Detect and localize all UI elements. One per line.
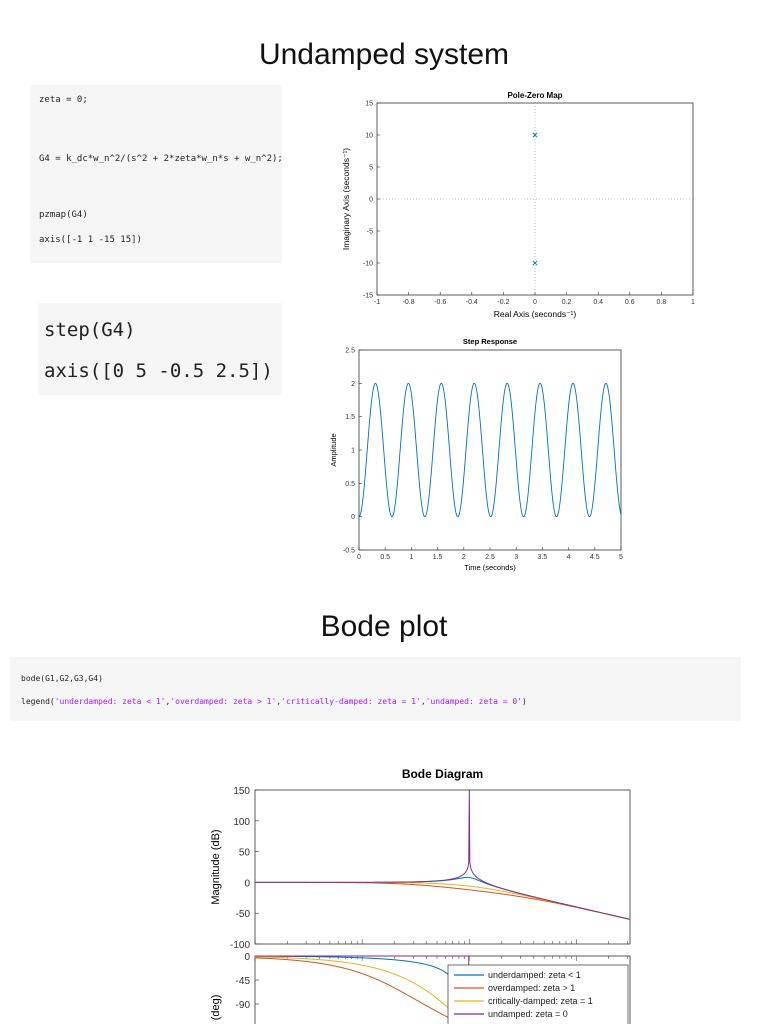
y-tick-label: 1	[351, 448, 355, 455]
phase-y-tick-label: -90	[236, 1000, 251, 1011]
x-tick-label: 1	[409, 554, 413, 561]
mag-y-tick-label: 0	[244, 878, 250, 889]
step-response-line	[358, 382, 622, 518]
section-title-undamped: Undamped system	[258, 38, 510, 71]
x-axis-label: Time (seconds)	[464, 563, 516, 572]
x-tick-label: -1	[374, 299, 380, 306]
bode-diagram-chart: Bode Diagram150100500-50-1000-45-90Magni…	[210, 767, 631, 1024]
x-tick-label: 3.5	[538, 554, 548, 561]
pole-marker	[532, 260, 538, 266]
legend-sep: ,	[165, 697, 171, 706]
x-tick-label: -0.8	[403, 299, 415, 306]
y-tick-label: -15	[363, 293, 373, 300]
x-tick-label: 2.5	[485, 554, 495, 561]
x-tick-label: 3	[514, 554, 518, 561]
code-line-step: step(G4)	[44, 319, 136, 341]
code-line-bode: bode(G1,G2,G3,G4)	[21, 674, 103, 683]
code-line-step-axis: axis([0 5 -0.5 2.5])	[44, 360, 273, 382]
x-tick-label: 0.8	[657, 299, 667, 306]
x-tick-label: 0	[533, 299, 537, 306]
legend-entry: critically-damped: zeta = 1	[488, 996, 593, 1006]
legend-sep: ,	[276, 697, 282, 706]
x-tick-label: -0.2	[497, 299, 509, 306]
legend-close: )	[521, 697, 527, 706]
y-tick-label: 0	[351, 514, 355, 521]
x-tick-label: 0.4	[593, 299, 603, 306]
x-tick-label: -0.6	[434, 299, 446, 306]
pole-zero-map-chart: -1 -0.8 -0.6 -0.4 -0.2 0 0.2 0.4 0.6 0.8 1 15 10 5 0 -5…	[341, 91, 695, 319]
code-block-bode: bode(G1,G2,G3,G4) legend('underdamped: z…	[10, 657, 741, 721]
pole-marker-stroke	[532, 260, 538, 266]
legend-arg-undamped: 'undamped: zeta = 0'	[425, 697, 522, 706]
x-tick-label: 0.6	[625, 299, 635, 306]
x-tick-label: 0.5	[380, 554, 390, 561]
legend-entry: overdamped: zeta > 1	[488, 983, 575, 993]
x-tick-label: 0	[357, 554, 361, 561]
mag-y-tick-label: -100	[230, 940, 250, 951]
phase-axis-label: e (deg)	[210, 995, 222, 1024]
step-response-chart: 0 0.5 1 1.5 2 2.5 3 3.5 4 4.5 52.521.510.50-0.5Ste…	[329, 337, 623, 572]
code-line-axis: axis([-1 1 -15 15])	[39, 235, 142, 245]
x-tick-label: 5	[619, 554, 623, 561]
plot-frame	[358, 349, 622, 551]
legend-arg-overdamped: 'overdamped: zeta > 1'	[170, 697, 277, 706]
mag-y-tick-label: -50	[236, 909, 251, 920]
x-tick-label: 2	[462, 554, 466, 561]
phase-line	[254, 957, 463, 1024]
legend-arg-underdamped: 'underdamped: zeta < 1'	[54, 697, 166, 706]
y-tick-label: -0.5	[343, 548, 355, 555]
mag-y-tick-label: 100	[233, 817, 250, 828]
x-tick-label: 4.5	[590, 554, 600, 561]
y-tick-label: -10	[363, 261, 373, 268]
x-tick-label: 1	[691, 299, 695, 306]
code-block-step: step(G4) axis([0 5 -0.5 2.5])	[38, 303, 282, 395]
phase-line	[255, 955, 470, 1024]
pole-marker-stroke	[532, 132, 538, 138]
phase-y-tick-label: -45	[236, 976, 251, 987]
chart-title: Step Response	[463, 337, 517, 346]
code-line-zeta: zeta = 0;	[39, 95, 88, 105]
mag-y-tick-label: 50	[239, 848, 251, 859]
x-tick-label: 1.5	[433, 554, 443, 561]
y-tick-label: 0.5	[345, 481, 355, 488]
y-tick-label: 2.5	[345, 348, 355, 355]
x-tick-label: 4	[567, 554, 571, 561]
y-tick-label: 2	[351, 381, 355, 388]
x-tick-label: -0.4	[466, 299, 478, 306]
phase-line	[254, 955, 469, 1024]
code-line-legend: legend('underdamped: zeta < 1','overdamp…	[21, 697, 527, 706]
y-tick-label: 1.5	[345, 414, 355, 421]
x-tick-label: 0.2	[562, 299, 572, 306]
code-block-pzmap: zeta = 0; G4 = k_dc*w_n^2/(s^2 + 2*zeta*…	[30, 85, 283, 263]
chart-title: Bode Diagram	[402, 767, 483, 781]
pole-marker	[532, 132, 538, 138]
y-tick-label: -5	[367, 229, 373, 236]
y-tick-label: 15	[365, 101, 373, 108]
y-tick-label: 10	[365, 133, 373, 140]
legend-fn: legend(	[21, 697, 55, 706]
code-line-pzmap: pzmap(G4)	[39, 210, 88, 220]
mag-y-tick-label: 150	[233, 786, 250, 797]
y-axis-label: Imaginary Axis (seconds⁻¹)	[341, 148, 351, 250]
magnitude-axis-label: Magnitude (dB)	[210, 829, 222, 904]
section-title-bode: Bode plot	[320, 610, 448, 643]
magnitude-line	[255, 789, 631, 920]
y-axis-label: Amplitude	[329, 433, 338, 466]
phase-y-tick-label: 0	[244, 952, 250, 963]
chart-title: Pole-Zero Map	[507, 91, 562, 100]
magnitude-frame	[254, 789, 631, 945]
legend-sep: ,	[420, 697, 426, 706]
y-tick-label: 0	[369, 197, 373, 204]
code-line-transfer-function: G4 = k_dc*w_n^2/(s^2 + 2*zeta*w_n*s + w_…	[39, 154, 283, 164]
phase-line	[254, 956, 466, 1024]
legend-arg-critically-damped: 'critically-damped: zeta = 1'	[281, 697, 421, 706]
x-axis-label: Real Axis (seconds⁻¹)	[494, 309, 577, 319]
y-tick-label: 5	[369, 165, 373, 172]
legend-entry: underdamped: zeta < 1	[488, 970, 581, 980]
legend-entry: undamped: zeta = 0	[488, 1009, 568, 1019]
